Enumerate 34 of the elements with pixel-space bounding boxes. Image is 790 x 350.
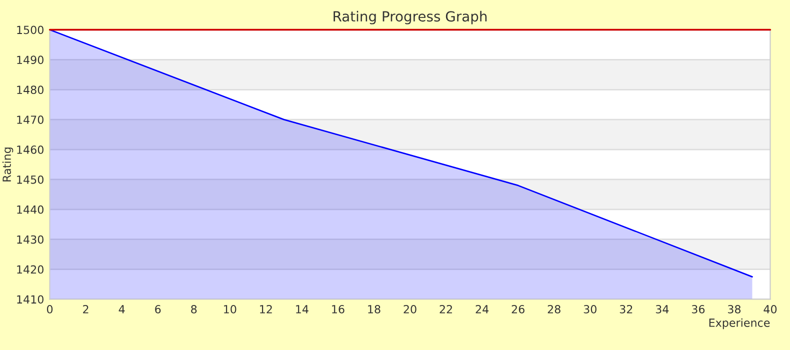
x-tick-label: 20 (404, 305, 416, 314)
x-tick-label: 12 (260, 305, 272, 314)
y-tick-label: 1480 (17, 86, 44, 94)
x-axis-title: Experience (709, 318, 770, 330)
x-tick-label: 38 (728, 305, 741, 314)
y-tick-label: 1460 (17, 146, 44, 154)
x-tick-label: 34 (656, 305, 669, 314)
x-tick-label: 28 (548, 305, 560, 314)
x-tick-label: 14 (296, 305, 308, 314)
x-tick-label: 30 (584, 305, 596, 314)
x-tick-label: 16 (332, 305, 344, 314)
x-tick-label: 4 (118, 305, 125, 314)
x-tick-label: 32 (620, 305, 632, 314)
y-tick-label: 1420 (17, 265, 44, 274)
y-tick-label: 1450 (17, 175, 44, 184)
chart-title: Rating Progress Graph (334, 10, 487, 24)
y-tick-label: 1500 (17, 26, 44, 34)
y-axis-title: Rating (2, 148, 14, 182)
x-tick-label: 18 (368, 305, 380, 314)
y-tick-label: 1490 (17, 56, 44, 64)
y-tick-label: 1410 (17, 295, 44, 304)
x-tick-label: 6 (155, 305, 161, 314)
y-tick-label: 1430 (17, 235, 44, 244)
x-tick-label: 36 (692, 305, 705, 314)
x-tick-label: 0 (46, 305, 53, 314)
x-tick-label: 2 (83, 305, 88, 314)
x-tick-label: 8 (191, 305, 197, 314)
x-tick-label: 22 (440, 305, 452, 314)
y-tick-label: 1440 (17, 205, 44, 214)
x-tick-label: 10 (224, 305, 236, 314)
x-tick-label: 40 (764, 305, 777, 314)
y-tick-label: 1470 (17, 116, 44, 124)
x-tick-label: 24 (476, 305, 489, 314)
x-tick-label: 26 (512, 305, 524, 314)
